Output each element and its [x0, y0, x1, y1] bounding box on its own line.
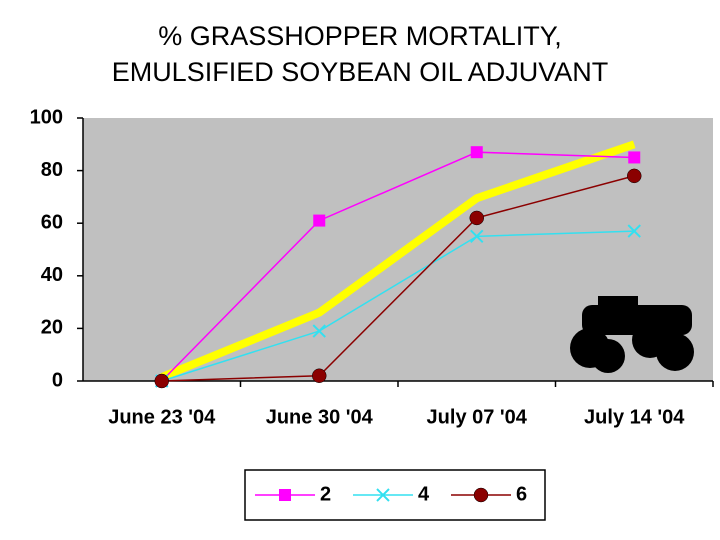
chart-title: % GRASSHOPPER MORTALITY,	[158, 21, 562, 51]
series-line	[161, 175, 635, 382]
marker	[469, 210, 484, 226]
marker	[473, 487, 489, 503]
marker	[376, 488, 390, 502]
marker	[627, 224, 641, 238]
x-tick-label: June 23 '04	[108, 406, 216, 428]
series-line	[161, 230, 635, 382]
marker	[470, 146, 483, 159]
y-tick-label: 60	[41, 211, 63, 233]
y-tick-label: 20	[41, 317, 63, 339]
x-tick-label: July 07 '04	[427, 406, 528, 428]
series-line	[160, 140, 636, 381]
plot-area	[83, 118, 713, 381]
y-tick-label: 80	[41, 159, 63, 181]
series-line	[161, 151, 635, 382]
y-tick-label: 0	[52, 369, 63, 391]
x-tick-label: July 14 '04	[584, 406, 685, 428]
y-tick-label: 100	[30, 106, 63, 128]
y-tick-label: 40	[41, 264, 63, 286]
marker	[154, 373, 169, 389]
legend-label: 6	[516, 483, 527, 505]
atv-icon	[570, 296, 694, 373]
marker	[312, 368, 327, 383]
legend-label: 2	[320, 483, 331, 505]
marker	[279, 489, 291, 501]
marker	[470, 229, 484, 244]
legend-label: 4	[418, 483, 430, 505]
x-tick-label: June 30 '04	[266, 406, 374, 428]
marker	[628, 151, 641, 164]
chart-title: EMULSIFIED SOYBEAN OIL ADJUVANT	[112, 57, 609, 87]
marker	[313, 214, 326, 227]
marker	[627, 168, 642, 184]
marker	[312, 324, 326, 338]
